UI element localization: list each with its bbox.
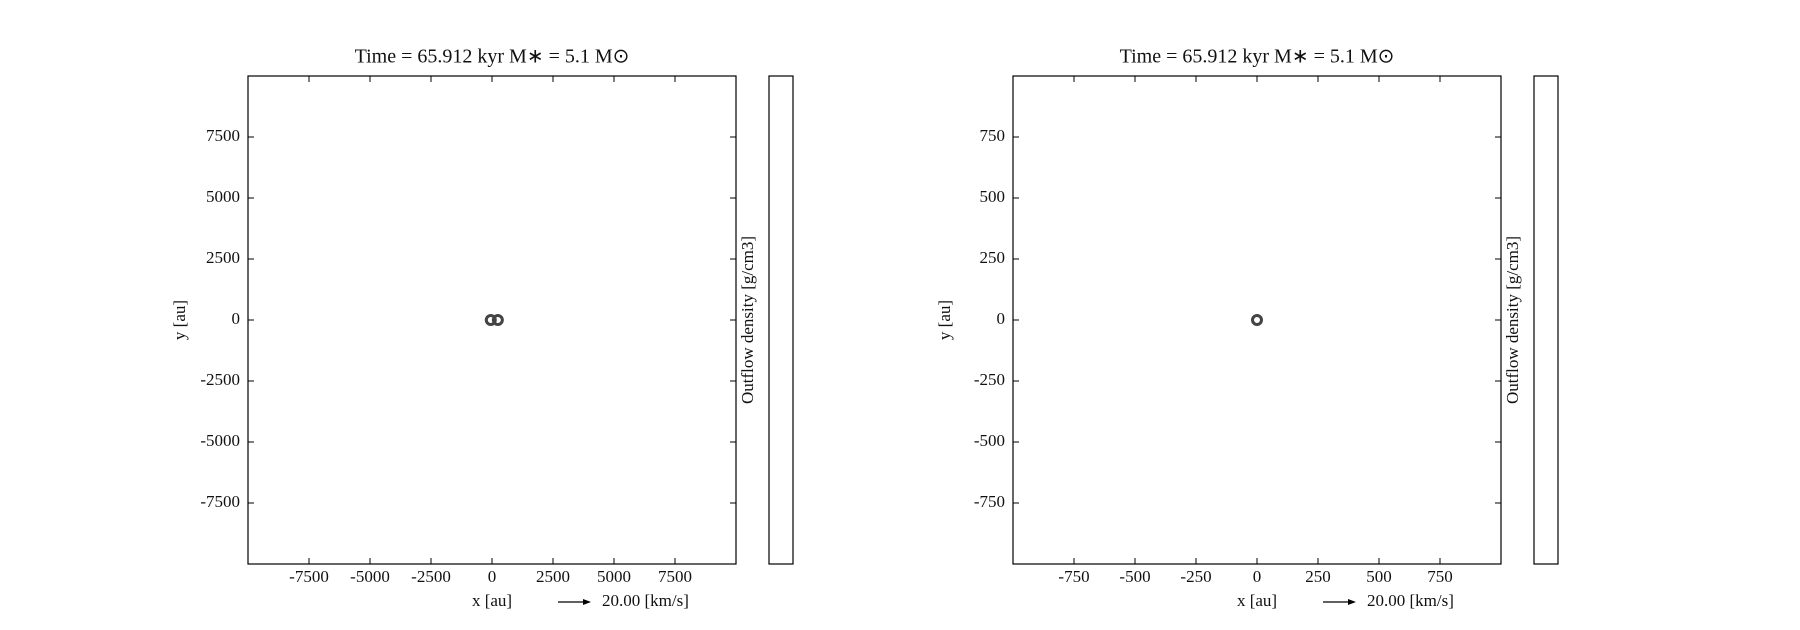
x-tick-label: 0: [1253, 567, 1262, 586]
star-marker: [484, 314, 497, 326]
quiver-key-arrowhead: [1348, 599, 1356, 605]
y-tick-label: 250: [980, 248, 1006, 267]
y-tick-label: 7500: [206, 126, 240, 145]
y-tick-label: -7500: [200, 492, 240, 511]
y-axis-label: y [au]: [170, 300, 189, 340]
quiver-key-arrowhead: [583, 599, 591, 605]
y-tick-label: -500: [974, 431, 1005, 450]
star-marker: [1251, 314, 1263, 326]
y-tick-label: -5000: [200, 431, 240, 450]
x-tick-label: -500: [1119, 567, 1150, 586]
y-tick-label: 500: [980, 187, 1006, 206]
y-tick-label: 0: [232, 309, 241, 328]
colorbar-label: Outflow density [g/cm3]: [738, 236, 757, 404]
y-tick-label: -250: [974, 370, 1005, 389]
x-tick-label: 500: [1366, 567, 1392, 586]
x-tick-label: -250: [1180, 567, 1211, 586]
x-tick-label: 7500: [658, 567, 692, 586]
colorbar: [768, 75, 794, 565]
quiver-key-label: 20.00 [km/s]: [602, 591, 689, 610]
x-tick-label: 250: [1305, 567, 1331, 586]
colorbar: [1533, 75, 1559, 565]
x-tick-label: 5000: [597, 567, 631, 586]
x-tick-label: 750: [1427, 567, 1453, 586]
x-tick-label: -5000: [350, 567, 390, 586]
x-tick-label: -2500: [411, 567, 451, 586]
star-marker: [491, 314, 504, 326]
panel-title: Time = 65.912 kyr M∗ = 5.1 M⊙: [1120, 46, 1395, 68]
y-tick-label: 5000: [206, 187, 240, 206]
x-axis-label: x [au]: [1237, 591, 1277, 610]
y-axis-label: y [au]: [935, 300, 954, 340]
x-axis-label: x [au]: [472, 591, 512, 610]
axes-frame: [1012, 75, 1502, 565]
x-tick-label: -750: [1058, 567, 1089, 586]
colorbar-label: Outflow density [g/cm3]: [1503, 236, 1522, 404]
y-tick-label: 0: [997, 309, 1006, 328]
x-tick-label: 2500: [536, 567, 570, 586]
y-tick-label: -750: [974, 492, 1005, 511]
x-tick-label: 0: [488, 567, 497, 586]
panel-title: Time = 65.912 kyr M∗ = 5.1 M⊙: [355, 46, 630, 68]
y-tick-label: 2500: [206, 248, 240, 267]
quiver-key-label: 20.00 [km/s]: [1367, 591, 1454, 610]
y-tick-label: -2500: [200, 370, 240, 389]
y-tick-label: 750: [980, 126, 1006, 145]
x-tick-label: -7500: [289, 567, 329, 586]
